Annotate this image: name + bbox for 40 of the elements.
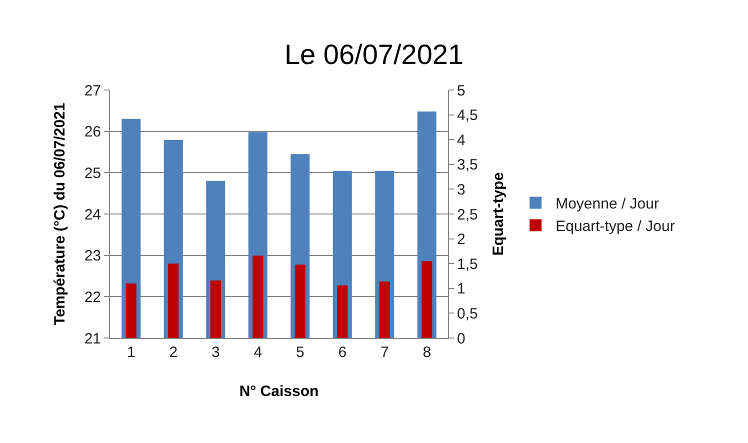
bar [422, 261, 432, 338]
y2-tick-label: 3,5 [457, 156, 478, 174]
x-tick-label: 4 [254, 344, 262, 361]
y2-tick-label: 0 [457, 330, 466, 348]
y-tick-label: 22 [84, 288, 101, 306]
y-tick-label: 23 [84, 248, 101, 265]
bar [210, 280, 221, 338]
y-tick-label: 25 [84, 164, 101, 182]
bar [337, 285, 348, 338]
y2-tick-label: 1,5 [457, 256, 478, 273]
y2-tick-label: 2 [457, 231, 466, 248]
bar [126, 283, 136, 338]
bar [379, 281, 390, 338]
y2-tick-label: 3 [457, 181, 466, 198]
x-tick-label: 1 [126, 344, 136, 361]
chart-title: Le 06/07/2021 [284, 38, 464, 70]
y2-tick-label: 4 [457, 132, 466, 149]
bar [168, 264, 179, 338]
y2-tick-label: 0,5 [457, 305, 478, 322]
x-tick-label: 6 [338, 344, 347, 361]
y-tick-label: 27 [84, 82, 101, 100]
y2-tick-label: 1 [457, 280, 466, 298]
bar [294, 264, 306, 338]
y2-tick-label: 4,5 [457, 107, 478, 124]
legend-label: Equart-type / Jour [556, 218, 675, 236]
y2-tick-label: 5 [457, 82, 466, 100]
y-tick-label: 21 [84, 330, 101, 348]
x-tick-label: 5 [296, 344, 304, 361]
x-tick-label: 2 [169, 344, 178, 361]
legend-label: Moyenne / Jour [556, 196, 659, 213]
x-axis-title: N° Caisson [239, 383, 319, 400]
y-axis-title: Température (°C) du 06/07/2021 [52, 102, 69, 326]
y-tick-label: 24 [84, 206, 101, 224]
x-tick-label: 8 [422, 344, 432, 361]
y-tick-label: 26 [84, 124, 101, 141]
y2-axis-title: Equart-type [490, 172, 507, 256]
x-tick-label: 7 [380, 344, 389, 361]
x-tick-label: 3 [211, 344, 220, 361]
bar [252, 256, 264, 338]
y2-tick-label: 2,5 [457, 206, 478, 224]
